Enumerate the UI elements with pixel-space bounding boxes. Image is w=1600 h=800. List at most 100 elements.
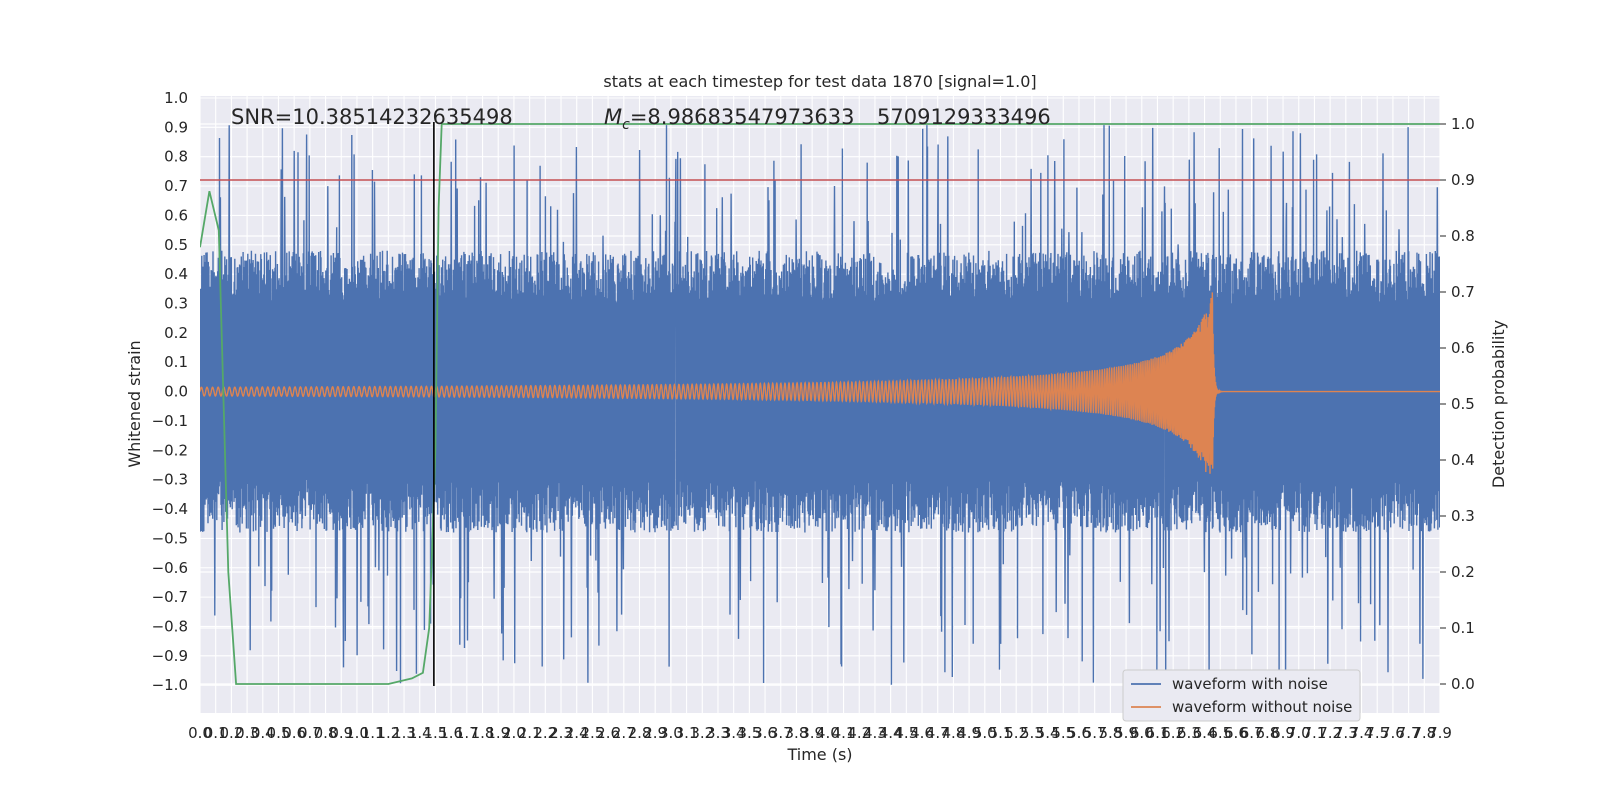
y-left-tick-label: −0.8 bbox=[152, 617, 188, 635]
x-tick-label: 1.3 bbox=[392, 724, 416, 742]
y-left-tick-label: −0.4 bbox=[152, 500, 188, 518]
x-tick-label: 6.7 bbox=[1240, 724, 1264, 742]
x-tick-label: 4.8 bbox=[941, 724, 965, 742]
x-tick-label: 5.6 bbox=[1067, 724, 1091, 742]
x-tick-label: 4.6 bbox=[910, 724, 934, 742]
y-right-tick-label: 0.5 bbox=[1451, 395, 1475, 413]
y-left-tick-label: 0.7 bbox=[164, 177, 188, 195]
x-tick-label: 3.2 bbox=[690, 724, 714, 742]
y-left-axis-label: Whitened strain bbox=[125, 340, 144, 467]
y-left-tick-label: 0.4 bbox=[164, 265, 188, 283]
x-tick-label: 6.5 bbox=[1208, 724, 1232, 742]
x-tick-label: 3.1 bbox=[675, 724, 699, 742]
x-tick-label: 6.4 bbox=[1193, 724, 1217, 742]
x-tick-label: 0.8 bbox=[314, 724, 338, 742]
waveform-without-noise-series bbox=[200, 292, 1440, 474]
x-tick-label: 4.9 bbox=[957, 724, 981, 742]
x-tick-label: 0.4 bbox=[251, 724, 275, 742]
x-tick-label: 6.0 bbox=[1130, 724, 1154, 742]
x-tick-label: 1.8 bbox=[471, 724, 495, 742]
y-right-axis-label: Detection probability bbox=[1489, 320, 1508, 488]
waveform-with-noise-series bbox=[200, 125, 1440, 685]
y-left-tick-labels: 1.0 0.9 0.8 0.7 0.6 0.5 0.4 0.3 0.2 0.1 0.0 −0.1 −0.… bbox=[152, 89, 188, 694]
x-tick-label: 2.7 bbox=[612, 724, 636, 742]
x-tick-label: 2.4 bbox=[565, 724, 589, 742]
x-tick-label: 1.2 bbox=[376, 724, 400, 742]
x-tick-label: 5.2 bbox=[1004, 724, 1028, 742]
y-left-tick-label: 0.3 bbox=[164, 295, 188, 313]
mc-value: =8.98683547973633 bbox=[630, 105, 855, 129]
x-tick-label: 6.3 bbox=[1177, 724, 1201, 742]
x-tick-label: 7.3 bbox=[1334, 724, 1358, 742]
y-right-tick-label: 0.3 bbox=[1451, 507, 1475, 525]
x-tick-label: 4.0 bbox=[816, 724, 840, 742]
x-tick-label: 7.0 bbox=[1287, 724, 1311, 742]
mc-subscript: c bbox=[622, 117, 630, 133]
x-tick-label: 4.2 bbox=[847, 724, 871, 742]
y-left-tick-label: −0.7 bbox=[152, 588, 188, 606]
y-right-tick-label: 1.0 bbox=[1451, 115, 1475, 133]
y-right-tick-label: 0.1 bbox=[1451, 619, 1475, 637]
y-left-tick-label: 0.5 bbox=[164, 236, 188, 254]
y-right-tick-label: 0.0 bbox=[1451, 675, 1475, 693]
y-right-tick-label: 0.6 bbox=[1451, 339, 1475, 357]
y-left-tick-label: −0.1 bbox=[152, 412, 188, 430]
y-right-tick-label: 0.4 bbox=[1451, 451, 1475, 469]
x-tick-label: 7.2 bbox=[1318, 724, 1342, 742]
x-tick-label: 2.8 bbox=[628, 724, 652, 742]
x-tick-label: 4.3 bbox=[863, 724, 887, 742]
x-tick-label: 7.8 bbox=[1412, 724, 1436, 742]
x-tick-label: 5.7 bbox=[1083, 724, 1107, 742]
x-tick-label: 0.9 bbox=[329, 724, 353, 742]
x-tick-label: 5.4 bbox=[1036, 724, 1060, 742]
y-right-tick-label: 0.9 bbox=[1451, 171, 1475, 189]
x-tick-label: 3.4 bbox=[722, 724, 746, 742]
x-tick-label: 5.9 bbox=[1114, 724, 1138, 742]
x-tick-label: 0.2 bbox=[219, 724, 243, 742]
y-left-tick-label: 0.0 bbox=[164, 383, 188, 401]
x-tick-label: 7.1 bbox=[1303, 724, 1327, 742]
x-tick-label: 7.4 bbox=[1350, 724, 1374, 742]
x-tick-label: 6.1 bbox=[1146, 724, 1170, 742]
legend-box bbox=[1122, 669, 1361, 722]
x-tick-label: 3.8 bbox=[785, 724, 809, 742]
x-tick-label: 7.6 bbox=[1381, 724, 1405, 742]
x-tick-label: 4.4 bbox=[879, 724, 903, 742]
x-tick-label: 1.6 bbox=[439, 724, 463, 742]
x-tick-label: 3.3 bbox=[706, 724, 730, 742]
x-tick-label: 1.0 bbox=[345, 724, 369, 742]
x-tick-label: 2.6 bbox=[596, 724, 620, 742]
mc-annotation: Mc=8.98683547973633 bbox=[604, 105, 855, 133]
x-tick-label: 3.0 bbox=[659, 724, 683, 742]
snr-annotation: SNR=10.38514232635498 bbox=[231, 105, 513, 129]
x-tick-label: 0.5 bbox=[267, 724, 291, 742]
x-axis-label: Time (s) bbox=[786, 745, 852, 764]
y-left-tick-label: −0.6 bbox=[152, 559, 188, 577]
y-right-tick-labels: 1.0 0.9 0.8 0.7 0.6 0.5 0.4 0.3 0.2 0.1 0.0 bbox=[1440, 115, 1475, 693]
x-tick-label: 3.6 bbox=[753, 724, 777, 742]
x-tick-label: 3.7 bbox=[769, 724, 793, 742]
x-tick-label: 4.7 bbox=[926, 724, 950, 742]
x-tick-label: 2.9 bbox=[643, 724, 667, 742]
x-tick-label: 0.7 bbox=[298, 724, 322, 742]
x-tick-label: 5.8 bbox=[1098, 724, 1122, 742]
mc-symbol: M bbox=[604, 105, 622, 129]
x-tick-label: 7.5 bbox=[1365, 724, 1389, 742]
x-tick-label: 6.2 bbox=[1161, 724, 1185, 742]
y-left-tick-label: 0.2 bbox=[164, 324, 188, 342]
x-tick-label: 0.3 bbox=[235, 724, 259, 742]
x-tick-label: 2.2 bbox=[533, 724, 557, 742]
legend: waveform with noise waveform without noi… bbox=[1122, 669, 1361, 722]
y-left-tick-label: 1.0 bbox=[164, 89, 188, 107]
mc-overlap-annotation: 5709129333496 bbox=[877, 105, 1051, 129]
x-tick-label: 5.3 bbox=[1020, 724, 1044, 742]
x-tick-label: 0.0 bbox=[188, 724, 212, 742]
x-tick-label: 5.5 bbox=[1051, 724, 1075, 742]
x-tick-label: 2.0 bbox=[502, 724, 526, 742]
x-tick-label: 0.6 bbox=[282, 724, 306, 742]
y-left-tick-label: −0.3 bbox=[152, 471, 188, 489]
x-tick-labels: 0.00.10.20.30.40.50.60.70.80.91.01.11.21… bbox=[188, 724, 1452, 742]
x-tick-label: 4.1 bbox=[832, 724, 856, 742]
x-tick-label: 3.5 bbox=[737, 724, 761, 742]
